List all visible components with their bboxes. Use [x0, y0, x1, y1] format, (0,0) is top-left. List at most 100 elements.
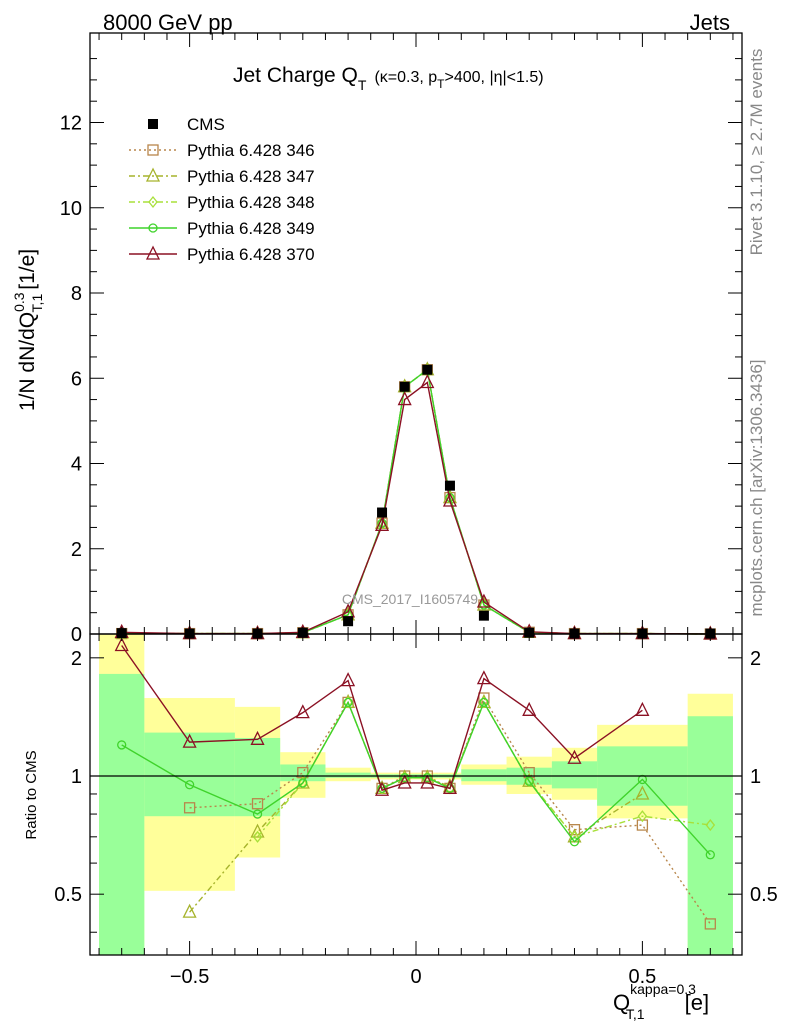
- ratio-series-point: [524, 776, 534, 786]
- legend-label: CMS: [187, 115, 225, 134]
- ratio-series-point: [524, 775, 535, 788]
- legend-label: Pythia 6.428 349: [187, 219, 315, 238]
- cms-data-point: [377, 507, 388, 518]
- ratio-series-point: [704, 918, 716, 930]
- ratio-series-point: [250, 823, 265, 838]
- main-series-point: [442, 492, 458, 507]
- title-sub: T: [358, 77, 367, 93]
- ratio-series-point: [252, 809, 263, 819]
- ratio-series-point: [374, 781, 390, 796]
- xlabel-sup: kappa=0.3: [630, 981, 696, 997]
- legend-label: Pythia 6.428 346: [187, 141, 315, 160]
- xlabel-text: Q: [613, 990, 630, 1015]
- ratio-series-point: [476, 670, 491, 685]
- title-main: Jet Charge Q: [233, 64, 358, 87]
- cms-data-point: [422, 364, 433, 375]
- ratio-ytick-label: 2: [71, 648, 82, 670]
- legend-marker: [148, 223, 158, 233]
- ratio-series-point: [637, 810, 648, 823]
- uncertainty-bands: [99, 634, 733, 955]
- ratio-ytick-label: 1: [71, 766, 82, 788]
- ratio-series-point: [298, 778, 308, 788]
- ratio-series-line: [121, 700, 711, 856]
- legend-marker: [145, 167, 161, 182]
- main-ytick-label: 2: [71, 539, 82, 561]
- xtick-label: −0.5: [170, 966, 209, 988]
- band-green-bin: [325, 772, 371, 778]
- ratio-series-point: [397, 774, 412, 789]
- ratio-series-line: [121, 645, 643, 792]
- mcplots-label: mcplots.cern.ch [arXiv:1306.3436]: [747, 359, 766, 616]
- main-series-point: [476, 593, 491, 608]
- ratio-series-point: [420, 774, 435, 789]
- ratio-series-group: [114, 637, 716, 930]
- ratio-series-point: [343, 697, 353, 708]
- ratio-series-point: [479, 696, 489, 709]
- ratio-series-point: [400, 773, 410, 783]
- band-green-bin: [144, 732, 235, 817]
- title-detail: (κ=0.3, p: [374, 69, 437, 86]
- title-detail-end: >400, |η|<1.5): [445, 69, 544, 86]
- main-ytick-label: 0: [71, 624, 82, 646]
- ratio-series-point: [522, 701, 537, 716]
- main-ylabel-sub: T,1: [29, 294, 45, 313]
- band-green-bin: [99, 673, 145, 955]
- main-ytick-label: 12: [60, 113, 82, 135]
- rivet-label: Rivet 3.1.10, ≥ 2.7M events: [747, 49, 766, 256]
- ratio-ytick-label-right: 2: [750, 648, 761, 670]
- legend-marker: [145, 245, 161, 260]
- ratio-series-point: [636, 819, 649, 831]
- band-green-bin: [280, 764, 326, 782]
- ratio-series-point: [297, 776, 308, 790]
- ratio-series-point: [442, 779, 458, 795]
- main-ylabel: 1/N dN/dQ0.3 T,1 [1/e]: [11, 249, 45, 411]
- cms-data-point: [478, 610, 489, 621]
- plot-title: Jet Charge QT (κ=0.3, pT>400, |η|<1.5): [233, 64, 544, 93]
- main-ytick-label: 10: [60, 198, 82, 220]
- xlabel: Qkappa=0.3 T,1 [e]: [613, 981, 709, 1022]
- legend-marker: [147, 144, 159, 156]
- ratio-series-point: [117, 740, 127, 750]
- ratio-series-point: [183, 802, 196, 814]
- ratio-series-point: [251, 798, 264, 810]
- legend-label: Pythia 6.428 347: [187, 167, 315, 186]
- band-green-bin: [234, 737, 281, 817]
- ratio-ytick-label: 0.5: [54, 884, 82, 906]
- ratio-series-point: [250, 730, 265, 745]
- ratio-ytick-label-right: 0.5: [750, 884, 778, 906]
- main-ylabel-sup: 0.3: [11, 292, 27, 312]
- legend-marker: [148, 195, 158, 209]
- ratio-series-point: [479, 697, 489, 708]
- ratio-series-point: [114, 637, 129, 652]
- ratio-series-point: [182, 903, 197, 918]
- ratio-series-point: [569, 837, 580, 847]
- xlabel-sub: T,1: [626, 1006, 645, 1022]
- main-series-point: [374, 516, 390, 531]
- ratio-series-point: [343, 696, 353, 709]
- legend-label: Pythia 6.428 370: [187, 245, 315, 264]
- header-left: 8000 GeV pp: [103, 10, 233, 35]
- main-series-point: [377, 517, 387, 530]
- xtick-label: 0: [410, 966, 421, 988]
- ratio-series-point: [635, 701, 650, 716]
- cms-data-point: [343, 616, 354, 627]
- cms-data-point: [444, 480, 455, 491]
- ratio-ytick-label-right: 1: [750, 766, 761, 788]
- main-ytick-label: 4: [71, 454, 82, 476]
- ratio-series-point: [567, 749, 582, 764]
- ratio-series-point: [182, 733, 197, 748]
- legend: CMS Pythia 6.428 346 Pythia 6.428 347 Pythi…: [129, 115, 315, 264]
- ratio-series-point: [422, 773, 432, 783]
- band-green-bin: [687, 716, 733, 955]
- main-ytick-label: 8: [71, 283, 82, 305]
- header-right: Jets: [690, 10, 730, 35]
- ratio-series-point: [184, 780, 195, 790]
- main-ylabel-text: 1/N dN/dQ: [16, 312, 39, 411]
- ratio-series-point: [341, 672, 356, 687]
- band-green-bin: [551, 761, 598, 789]
- legend-marker-cms: [148, 119, 158, 129]
- ratio-ylabel: Ratio to CMS: [23, 750, 40, 839]
- ratio-series-point: [635, 785, 650, 800]
